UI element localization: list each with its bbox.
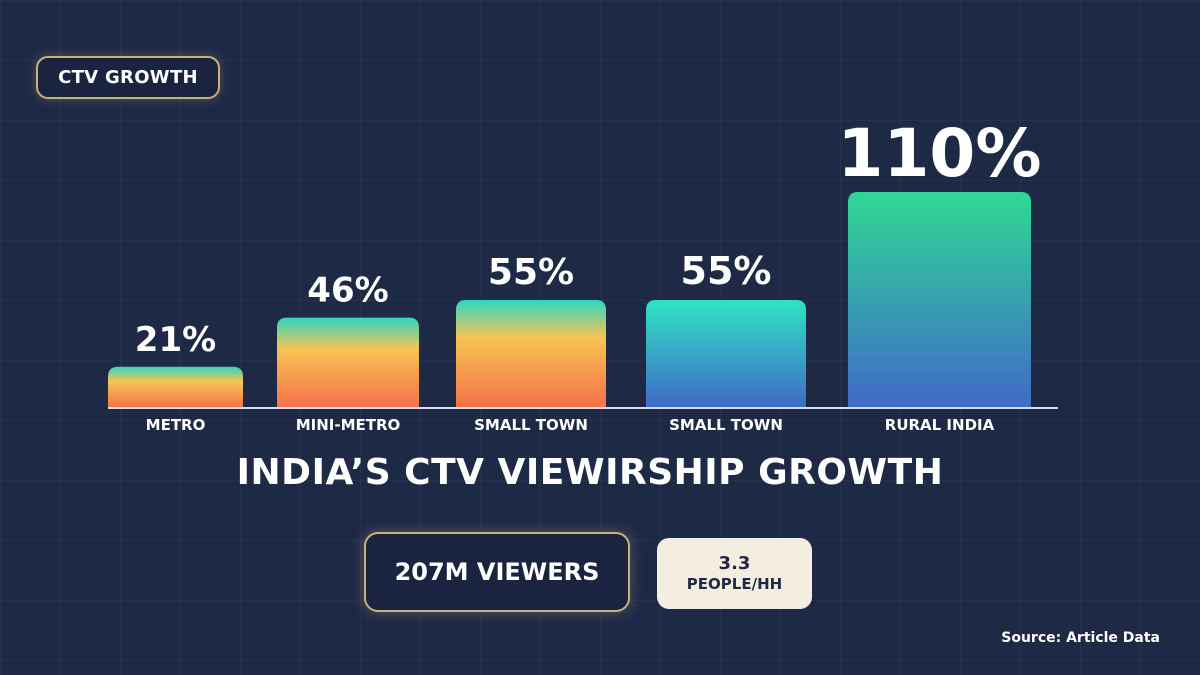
bar-chart: 21% METRO 46% MINI-METRO 55% SMALL TOWN 55% SMA… <box>108 115 1058 434</box>
ctv-growth-badge: CTV GROWTH <box>36 56 220 99</box>
category-label-3: SMALL TOWN <box>474 416 588 434</box>
category-label-1: METRO <box>146 416 206 434</box>
bar-1 <box>108 366 243 408</box>
chart-title: INDIA’S CTV VIEWIRSHIP GROWTH <box>236 452 944 493</box>
bar-value-label-2: 46% <box>307 271 388 311</box>
category-label-4: SMALL TOWN <box>669 416 783 434</box>
viewers-stat-label: 207M VIEWERS <box>394 558 600 586</box>
bar-value-label-3: 55% <box>488 252 574 293</box>
people-per-household-value: 3.3 <box>718 552 751 574</box>
bar-value-label-1: 21% <box>135 320 216 360</box>
bar-value-label-5: 110% <box>838 115 1042 192</box>
bar-3 <box>456 300 606 408</box>
category-label-2: MINI-METRO <box>296 416 401 434</box>
viewers-stat-card: 207M VIEWERS <box>364 532 630 612</box>
source-note: Source: Article Data <box>1001 630 1160 646</box>
people-per-household-unit: PEOPLE/HH <box>686 575 783 594</box>
bar-2 <box>277 317 419 408</box>
bar-value-label-4: 55% <box>681 249 772 293</box>
bar-5 <box>848 192 1031 408</box>
people-per-household-card: 3.3 PEOPLE/HH <box>657 538 812 609</box>
category-label-5: RURAL INDIA <box>885 416 995 434</box>
bar-4 <box>646 300 806 408</box>
